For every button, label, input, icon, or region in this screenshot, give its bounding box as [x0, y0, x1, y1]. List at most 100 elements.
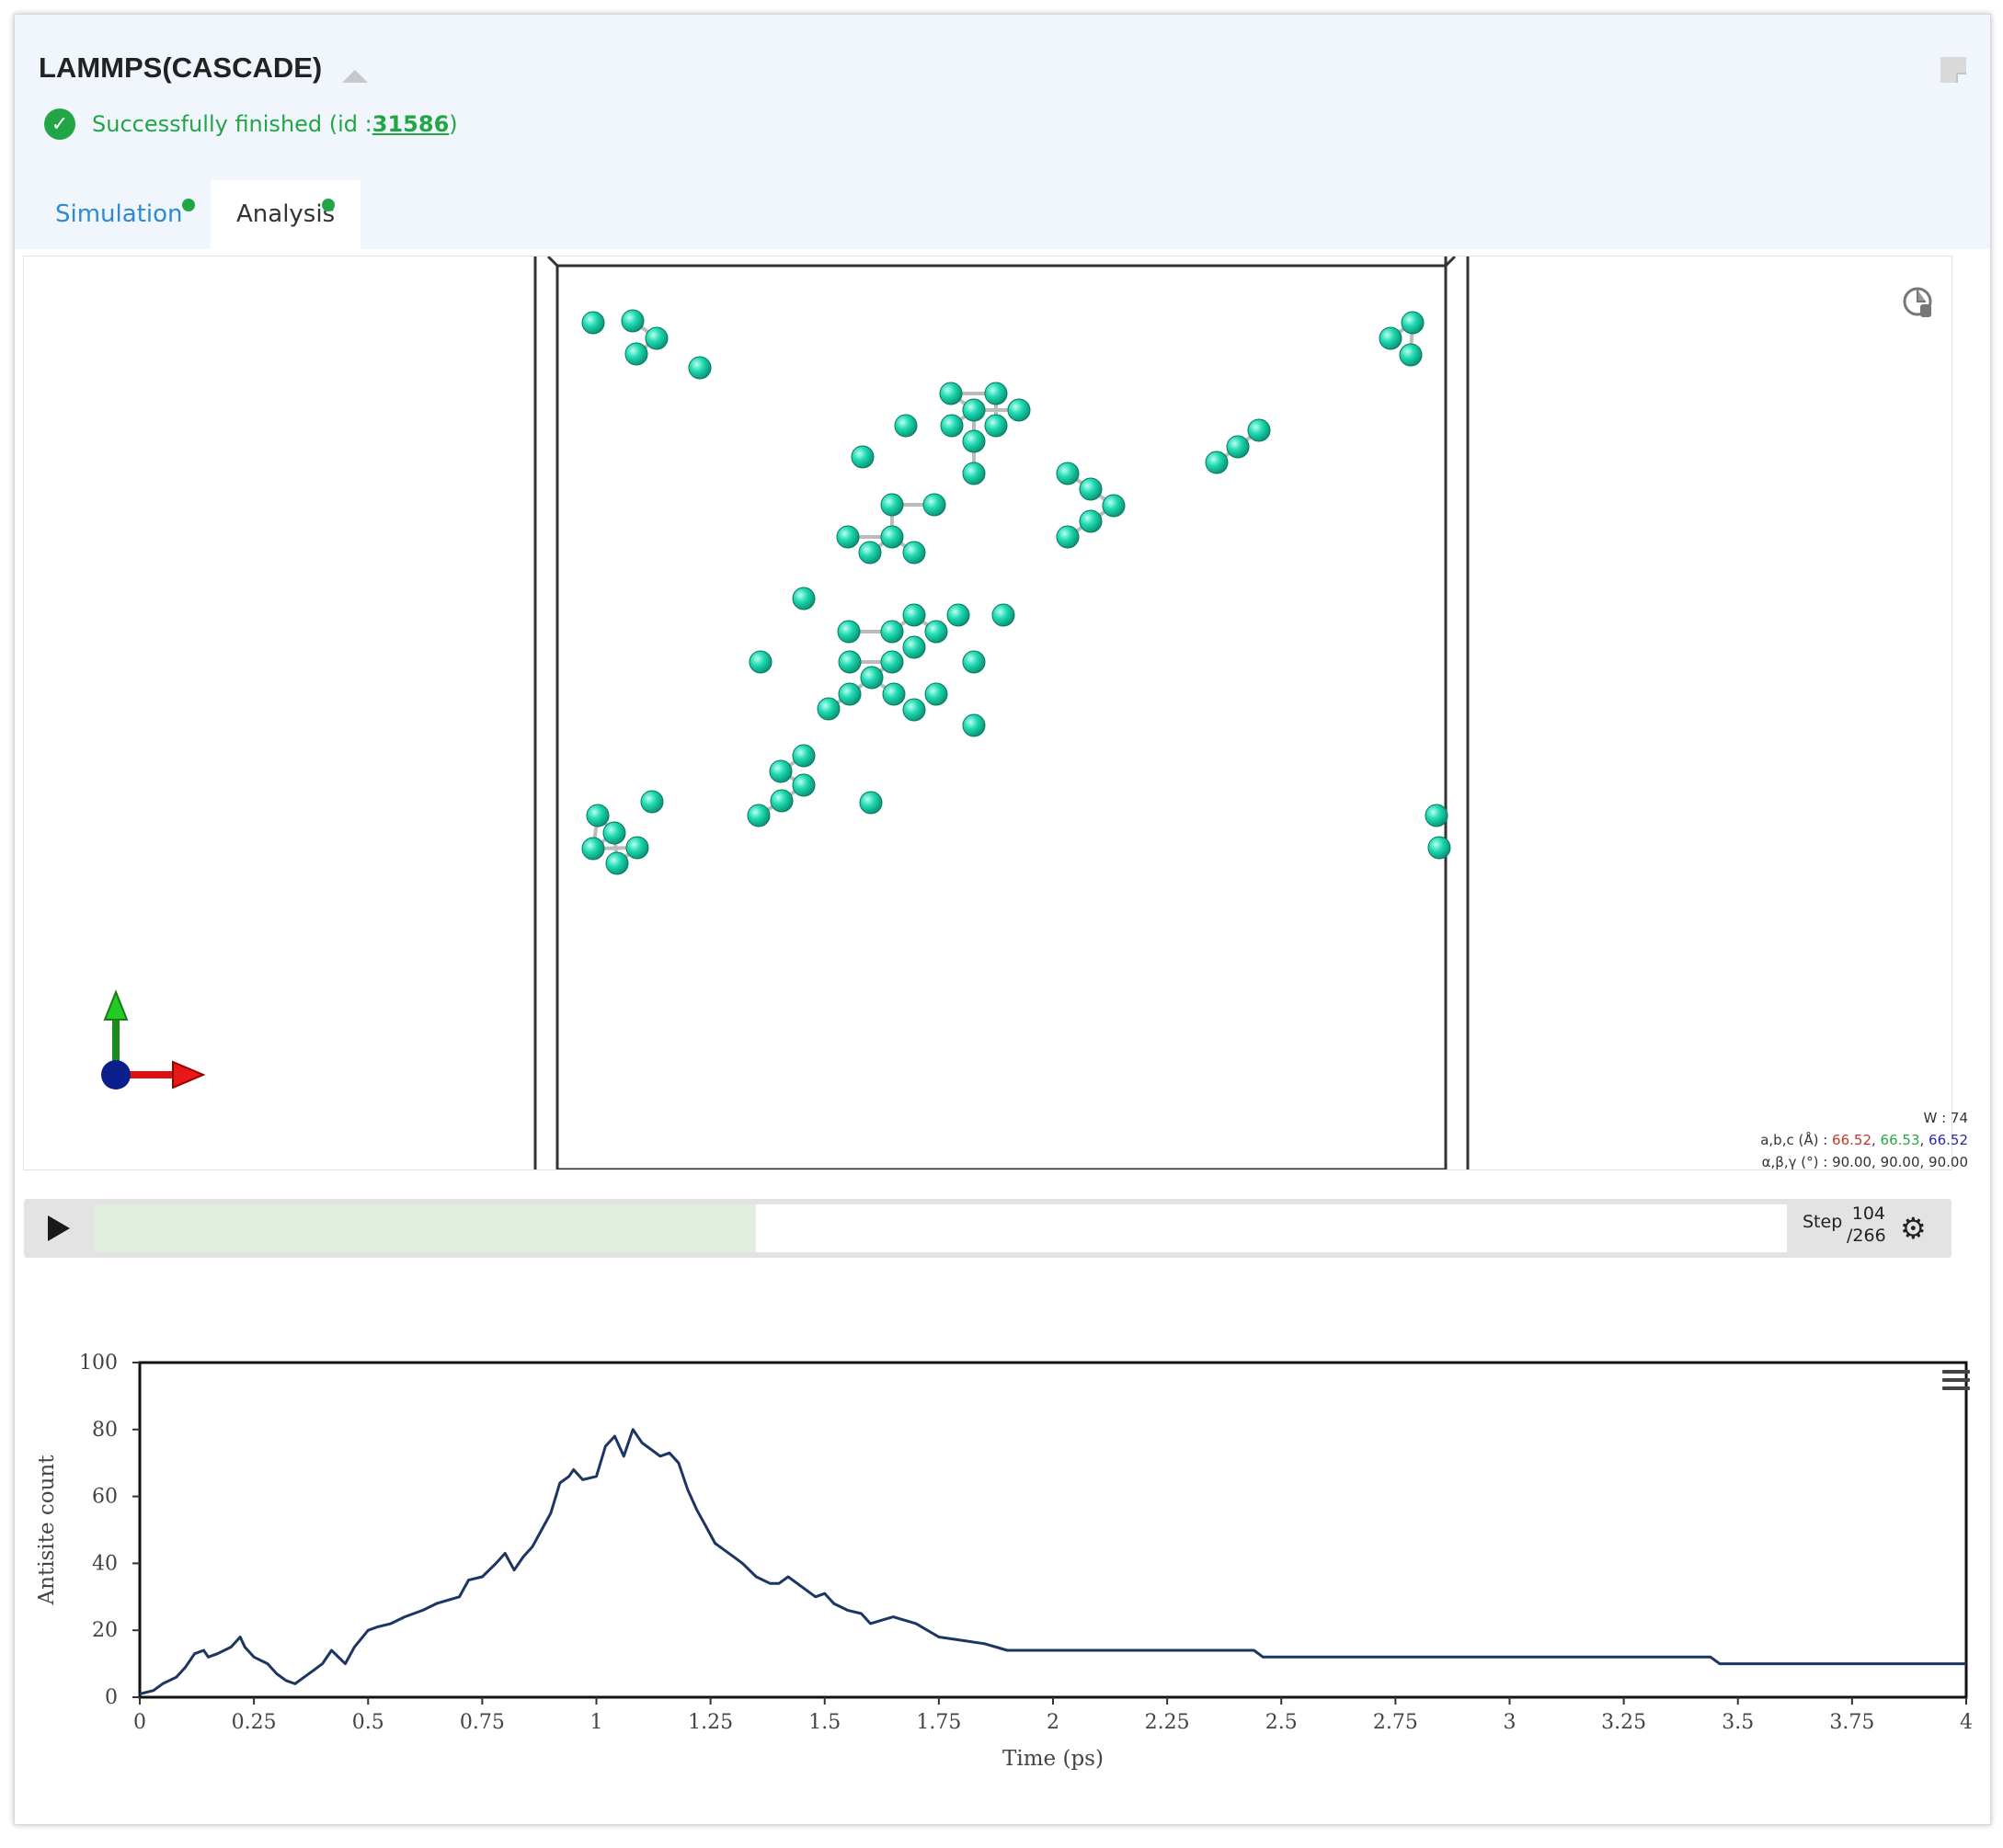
step-current: 104 — [1851, 1203, 1885, 1224]
atom[interactable] — [860, 666, 884, 690]
atom[interactable] — [838, 650, 862, 674]
tab-analysis[interactable]: Analysis — [211, 180, 361, 249]
atom[interactable] — [924, 620, 948, 644]
y-axis-label: Antisite count — [35, 1454, 59, 1606]
atom[interactable] — [880, 650, 904, 674]
series-line — [139, 1428, 1966, 1695]
atom[interactable] — [859, 791, 883, 815]
atom[interactable] — [1079, 509, 1103, 533]
x-tick-label: 1.75 — [916, 1711, 961, 1734]
cell-abc: a,b,c (Å) : 66.52, 66.53, 66.52 — [1760, 1132, 1968, 1148]
atom[interactable] — [924, 682, 948, 706]
atom[interactable] — [902, 635, 926, 659]
gear-icon[interactable]: ⚙ — [1900, 1212, 1927, 1245]
atom[interactable] — [880, 525, 904, 549]
atom[interactable] — [939, 382, 963, 405]
atom[interactable] — [792, 744, 816, 768]
atom[interactable] — [902, 698, 926, 722]
atom[interactable] — [586, 804, 610, 827]
atom[interactable] — [770, 789, 794, 813]
atom[interactable] — [837, 620, 861, 644]
atom[interactable] — [602, 821, 626, 845]
atom[interactable] — [1425, 804, 1448, 827]
atom[interactable] — [858, 541, 882, 565]
atom[interactable] — [1007, 398, 1031, 422]
atom[interactable] — [1401, 311, 1425, 335]
atom[interactable] — [817, 697, 841, 721]
atom[interactable] — [1247, 418, 1271, 442]
collapse-caret-icon[interactable] — [342, 70, 368, 83]
atom[interactable] — [605, 851, 629, 875]
tab-simulation[interactable]: Simulation — [29, 180, 209, 249]
atom[interactable] — [625, 836, 649, 860]
atom[interactable] — [645, 326, 669, 350]
simulation-box — [533, 257, 1470, 1169]
atom[interactable] — [1056, 462, 1080, 485]
timeline-progress — [95, 1204, 757, 1252]
atom[interactable] — [621, 309, 645, 333]
note-icon[interactable] — [1940, 57, 1966, 83]
atom[interactable] — [894, 414, 918, 438]
play-icon[interactable] — [48, 1215, 70, 1241]
atom[interactable] — [1056, 525, 1080, 549]
x-tick-label: 4 — [1960, 1711, 1973, 1734]
x-tick-label: 0.25 — [232, 1711, 277, 1734]
atom[interactable] — [962, 713, 986, 737]
atom[interactable] — [922, 493, 946, 517]
cell-b: 66.53 — [1880, 1132, 1920, 1148]
atom[interactable] — [946, 603, 970, 627]
y-tick-label: 0 — [105, 1686, 118, 1709]
atom[interactable] — [747, 804, 771, 827]
atom[interactable] — [962, 429, 986, 453]
x-axis-label: Time (ps) — [1002, 1747, 1104, 1771]
atom[interactable] — [962, 398, 986, 422]
atom[interactable] — [991, 603, 1015, 627]
atom[interactable] — [1079, 477, 1103, 501]
atom[interactable] — [838, 682, 862, 706]
atom[interactable] — [984, 382, 1008, 405]
atom[interactable] — [902, 603, 926, 627]
atom[interactable] — [962, 650, 986, 674]
atom[interactable] — [792, 587, 816, 610]
rotate-pointer-icon[interactable] — [1902, 286, 1933, 317]
atom[interactable] — [880, 493, 904, 517]
atom[interactable] — [749, 650, 773, 674]
atom[interactable] — [851, 445, 875, 469]
x-tick-label: 2.5 — [1265, 1711, 1298, 1734]
atom[interactable] — [836, 525, 860, 549]
atom[interactable] — [581, 837, 605, 861]
cell-c: 66.52 — [1929, 1132, 1968, 1148]
atom[interactable] — [792, 773, 816, 797]
x-tick-label: 2.75 — [1373, 1711, 1418, 1734]
atom[interactable] — [624, 342, 648, 366]
atom[interactable] — [882, 682, 906, 706]
x-tick-label: 3.75 — [1829, 1711, 1874, 1734]
atom[interactable] — [1226, 435, 1250, 459]
x-tick-label: 1 — [590, 1711, 603, 1734]
atom[interactable] — [581, 311, 605, 335]
page-title: LAMMPS(CASCADE) — [39, 51, 323, 84]
atom[interactable] — [688, 356, 712, 380]
atom[interactable] — [1399, 343, 1423, 367]
atom[interactable] — [902, 541, 926, 565]
atom[interactable] — [984, 414, 1008, 438]
atom[interactable] — [1427, 836, 1451, 860]
chart-menu-icon[interactable] — [1942, 1370, 1970, 1390]
atom[interactable] — [1379, 326, 1402, 350]
atom[interactable] — [1205, 451, 1229, 474]
x-tick-label: 3.25 — [1601, 1711, 1646, 1734]
structure-viewer[interactable] — [23, 256, 1952, 1170]
job-id-link[interactable]: 31586 — [372, 111, 450, 137]
x-tick-label: 2 — [1047, 1711, 1059, 1734]
atom[interactable] — [880, 620, 904, 644]
timeline-slider[interactable] — [95, 1204, 1787, 1252]
atom[interactable] — [640, 790, 664, 814]
atom[interactable] — [769, 759, 793, 783]
x-tick-label: 3 — [1504, 1711, 1517, 1734]
atom[interactable] — [1102, 494, 1126, 518]
atom[interactable] — [962, 462, 986, 485]
atom[interactable] — [940, 414, 964, 438]
step-label: Step — [1803, 1212, 1843, 1232]
status-dot-icon — [182, 199, 195, 211]
cell-w: W : 74 — [1923, 1110, 1968, 1126]
